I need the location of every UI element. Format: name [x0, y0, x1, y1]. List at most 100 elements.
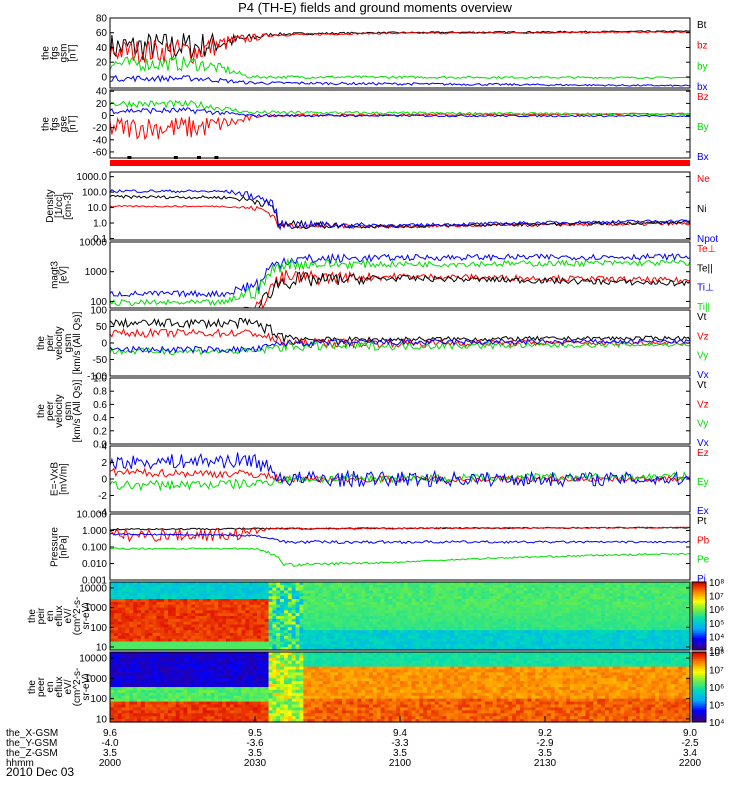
heatmap-cell	[256, 616, 262, 620]
heatmap-cell	[303, 618, 308, 623]
y-axis-label: Density	[45, 189, 56, 222]
heatmap-cell	[295, 596, 301, 600]
heatmap-cell	[168, 701, 173, 706]
heatmap-cell	[659, 604, 664, 609]
heatmap-cell	[601, 587, 606, 592]
heatmap-cell	[527, 582, 533, 586]
heatmap-cell	[496, 630, 502, 634]
heatmap-cell	[365, 644, 370, 648]
heatmap-cell	[430, 604, 436, 609]
heatmap-cell	[299, 621, 304, 626]
heatmap-cell	[438, 624, 444, 628]
heatmap-cell	[206, 657, 212, 662]
heatmap-cell	[284, 707, 289, 711]
heatmap-cell	[674, 582, 679, 586]
heatmap-cell	[137, 657, 142, 662]
heatmap-cell	[632, 644, 637, 648]
heatmap-cell	[206, 663, 212, 668]
heatmap-cell	[442, 604, 447, 609]
heatmap-cell	[276, 652, 281, 656]
heatmap-cell	[168, 593, 173, 597]
heatmap-cell	[403, 604, 409, 609]
heatmap-cell	[543, 641, 548, 645]
heatmap-cell	[226, 672, 231, 676]
heatmap-cell	[183, 599, 188, 603]
heatmap-cell	[488, 584, 494, 589]
heatmap-cell	[164, 689, 169, 694]
heatmap-cell	[423, 613, 428, 617]
heatmap-cell	[577, 601, 583, 606]
heatmap-cell	[365, 621, 370, 626]
heatmap-cell	[461, 627, 467, 631]
heatmap-cell	[218, 624, 223, 628]
colorbar-segment	[692, 597, 706, 600]
heatmap-cell	[311, 621, 316, 626]
heatmap-cell	[365, 624, 370, 628]
heatmap-cell	[168, 621, 173, 626]
heatmap-cell	[191, 710, 196, 714]
heatmap-cell	[628, 590, 633, 594]
heatmap-cell	[384, 618, 389, 623]
heatmap-cell	[280, 596, 285, 600]
heatmap-cell	[295, 610, 301, 614]
heatmap-cell	[195, 627, 200, 631]
heatmap-cell	[485, 582, 490, 586]
heatmap-cell	[226, 660, 231, 665]
heatmap-cell	[195, 701, 200, 706]
heatmap-cell	[639, 616, 645, 620]
heatmap-cell	[662, 616, 668, 620]
heatmap-cell	[206, 678, 212, 682]
heatmap-cell	[171, 687, 177, 691]
legend-entry: Vy	[697, 419, 708, 430]
heatmap-cell	[342, 624, 347, 628]
heatmap-cell	[527, 630, 533, 634]
heatmap-cell	[245, 647, 250, 651]
heatmap-cell	[110, 669, 115, 674]
heatmap-cell	[523, 618, 529, 623]
heatmap-cell	[268, 716, 273, 720]
heatmap-cell	[616, 596, 621, 600]
heatmap-cell	[438, 647, 444, 651]
heatmap-cell	[284, 716, 289, 720]
heatmap-cell	[179, 672, 185, 676]
heatmap-cell	[330, 624, 335, 628]
heatmap-cell	[113, 689, 119, 694]
heatmap-cell	[229, 710, 235, 714]
heatmap-cell	[229, 624, 235, 628]
heatmap-cell	[198, 716, 204, 720]
heatmap-cell	[226, 707, 231, 711]
heatmap-cell	[222, 684, 227, 688]
heatmap-cell	[311, 618, 316, 623]
heatmap-cell	[686, 610, 691, 614]
heatmap-cell	[628, 644, 633, 648]
heatmap-cell	[516, 647, 521, 651]
heatmap-cell	[349, 644, 355, 648]
heatmap-cell	[113, 707, 119, 711]
heatmap-cell	[311, 613, 316, 617]
heatmap-cell	[384, 647, 389, 651]
heatmap-cell	[133, 672, 138, 676]
heatmap-cell	[264, 587, 270, 592]
heatmap-cell	[140, 710, 146, 714]
heatmap-cell	[481, 638, 486, 643]
heatmap-cell	[400, 587, 405, 592]
heatmap-cell	[589, 633, 594, 637]
heatmap-cell	[187, 719, 192, 723]
heatmap-cell	[253, 613, 258, 617]
heatmap-cell	[110, 713, 115, 717]
heatmap-cell	[311, 647, 316, 651]
heatmap-cell	[430, 644, 436, 648]
heatmap-cell	[581, 630, 587, 634]
heatmap-cell	[218, 641, 223, 645]
heatmap-cell	[129, 610, 134, 614]
heatmap-cell	[450, 621, 455, 626]
heatmap-cell	[527, 593, 533, 597]
heatmap-cell	[686, 593, 691, 597]
heatmap-cell	[492, 607, 498, 611]
heatmap-cell	[245, 704, 250, 709]
heatmap-cell	[372, 604, 378, 609]
heatmap-cell	[450, 582, 455, 586]
heatmap-cell	[206, 701, 212, 706]
heatmap-cell	[554, 584, 560, 589]
heatmap-cell	[585, 621, 591, 626]
